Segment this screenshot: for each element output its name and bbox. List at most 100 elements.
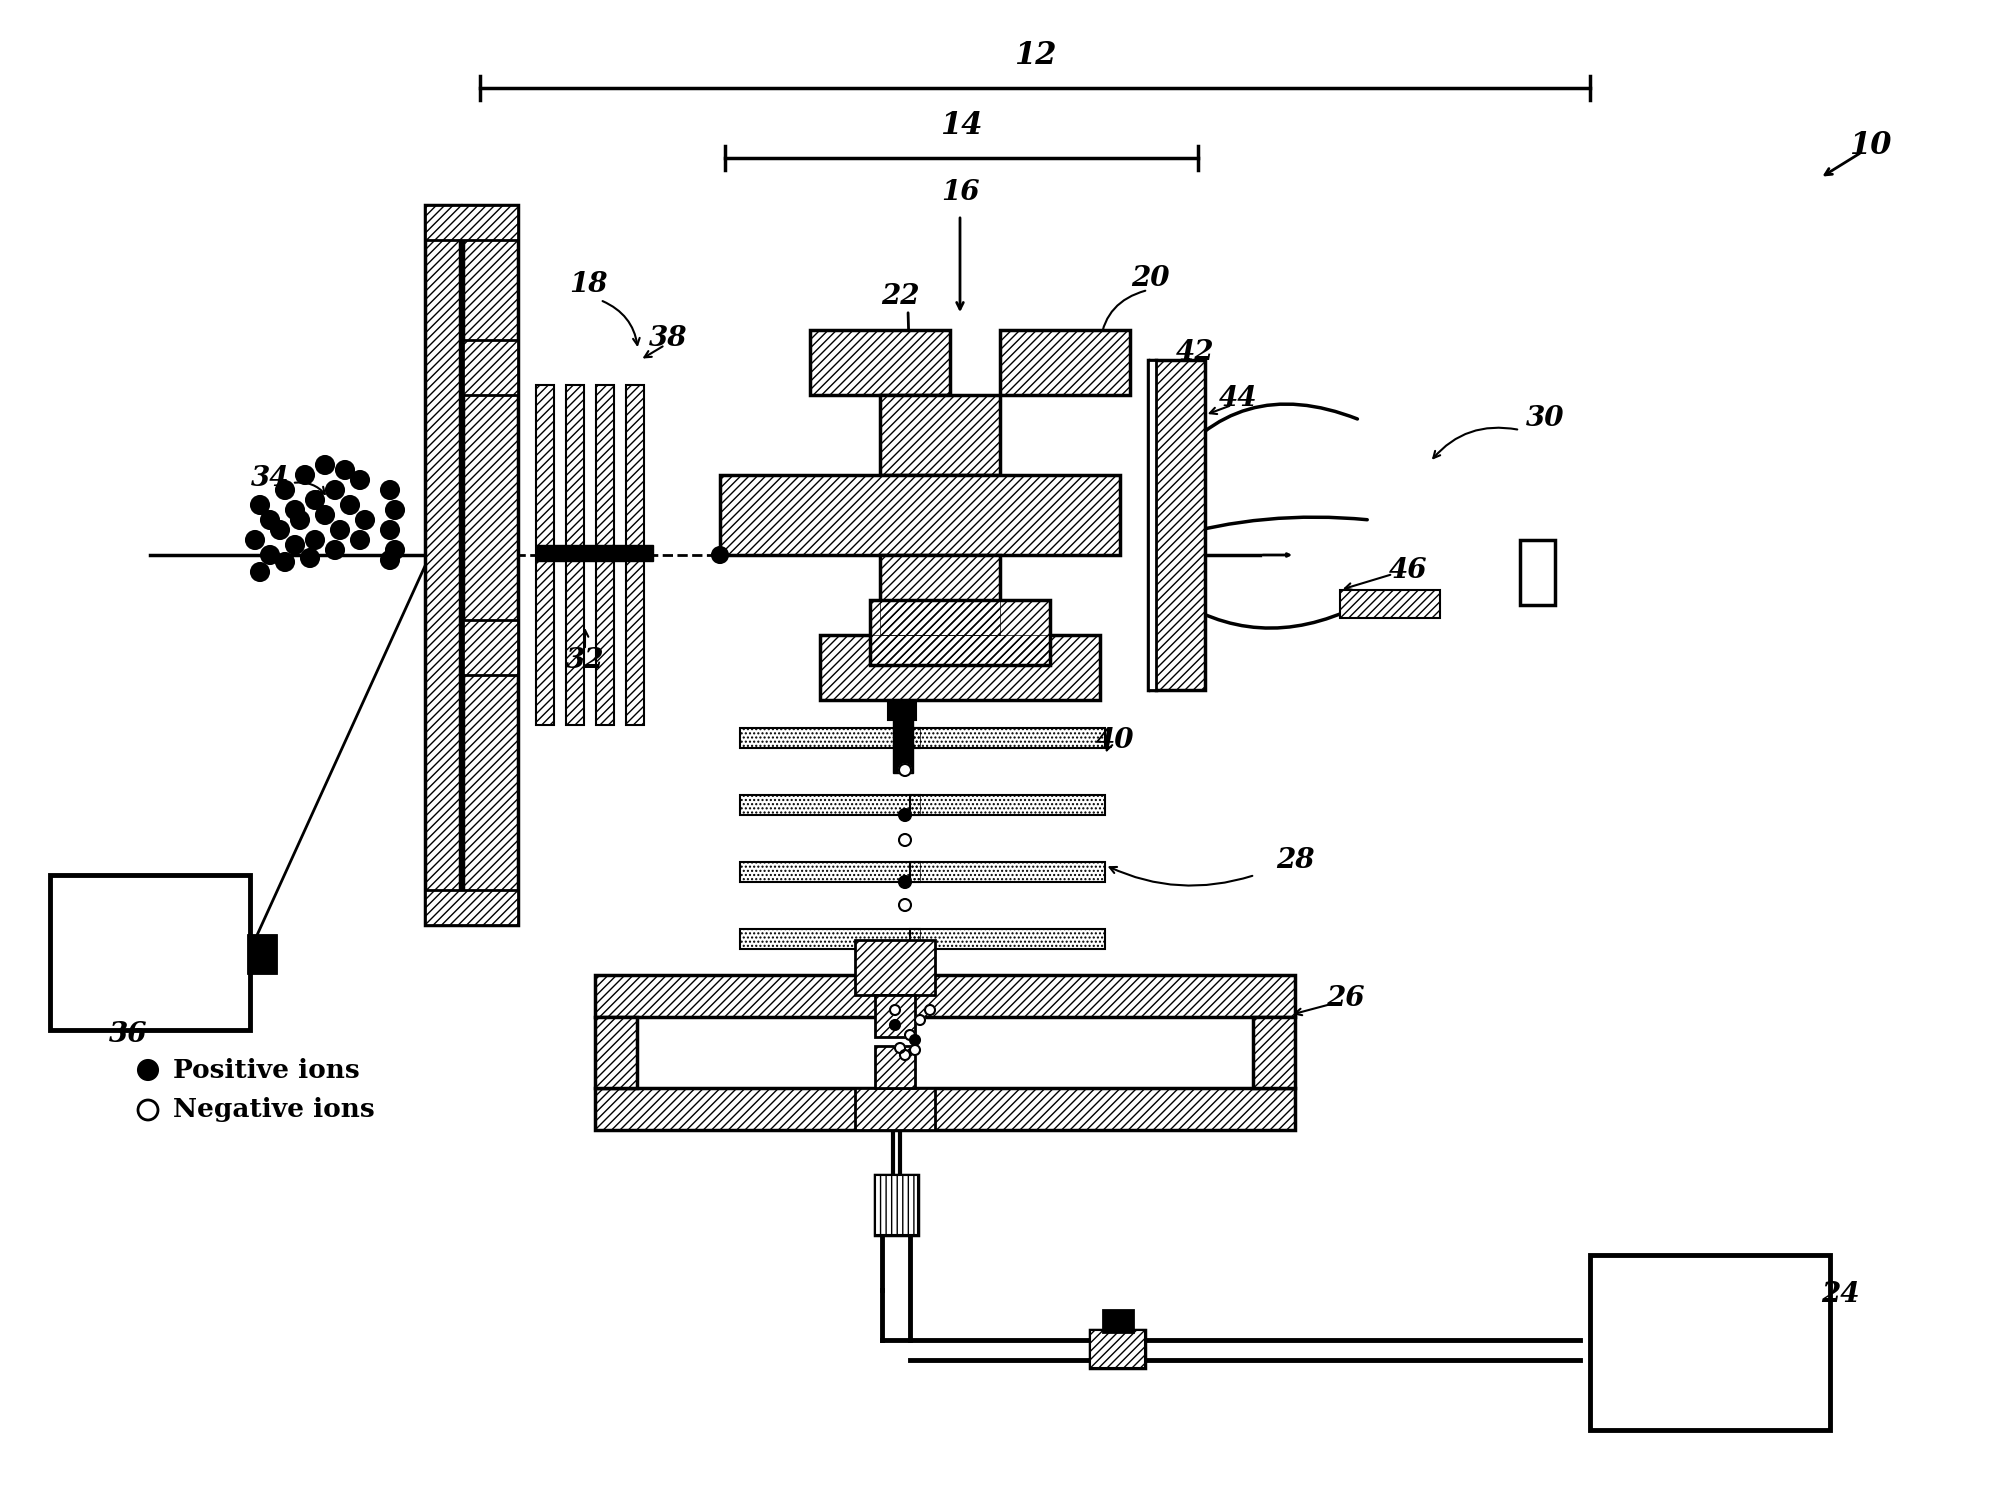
Text: 28: 28 bbox=[1275, 846, 1315, 873]
Circle shape bbox=[356, 511, 374, 529]
Circle shape bbox=[911, 1045, 921, 1055]
Bar bbox=[1520, 540, 1555, 605]
Bar bbox=[720, 475, 1120, 555]
Text: 18: 18 bbox=[569, 272, 607, 299]
Text: 42: 42 bbox=[1175, 338, 1213, 365]
Bar bbox=[249, 934, 276, 973]
Bar bbox=[1253, 1017, 1295, 1088]
Circle shape bbox=[306, 531, 324, 549]
Circle shape bbox=[276, 481, 294, 499]
Circle shape bbox=[330, 520, 348, 540]
Bar bbox=[740, 928, 921, 949]
Bar bbox=[875, 1175, 919, 1235]
Circle shape bbox=[336, 460, 354, 478]
Bar bbox=[740, 863, 921, 882]
Text: 26: 26 bbox=[1327, 985, 1364, 1012]
Circle shape bbox=[382, 481, 400, 499]
Bar bbox=[879, 395, 1000, 475]
Bar bbox=[1000, 330, 1130, 395]
Circle shape bbox=[915, 1015, 925, 1026]
Circle shape bbox=[137, 1100, 157, 1120]
Text: 16: 16 bbox=[941, 179, 979, 206]
Circle shape bbox=[300, 549, 318, 567]
Bar bbox=[535, 386, 555, 725]
Bar bbox=[597, 386, 615, 725]
Circle shape bbox=[899, 764, 911, 776]
Circle shape bbox=[340, 496, 358, 514]
Bar bbox=[855, 940, 935, 996]
Bar bbox=[1150, 360, 1205, 691]
Circle shape bbox=[899, 898, 911, 910]
Text: 30: 30 bbox=[1526, 405, 1563, 432]
Bar bbox=[597, 386, 615, 725]
Bar bbox=[463, 339, 517, 395]
Bar bbox=[1341, 591, 1440, 617]
Bar bbox=[879, 555, 1000, 635]
Circle shape bbox=[899, 876, 911, 888]
Bar bbox=[740, 728, 921, 748]
Bar bbox=[875, 1175, 919, 1235]
Bar bbox=[740, 863, 921, 882]
Circle shape bbox=[905, 1030, 915, 1041]
Circle shape bbox=[712, 547, 728, 564]
Circle shape bbox=[326, 541, 344, 559]
Bar bbox=[911, 728, 1106, 748]
Circle shape bbox=[899, 809, 911, 821]
Bar bbox=[875, 1175, 919, 1235]
Bar bbox=[426, 890, 517, 925]
Circle shape bbox=[382, 520, 400, 540]
Text: 40: 40 bbox=[1096, 727, 1134, 753]
Circle shape bbox=[911, 1035, 921, 1045]
Circle shape bbox=[895, 1044, 905, 1052]
Circle shape bbox=[290, 511, 308, 529]
Bar bbox=[875, 1046, 915, 1088]
Bar bbox=[810, 330, 951, 395]
Circle shape bbox=[350, 531, 370, 549]
Circle shape bbox=[316, 456, 334, 474]
Circle shape bbox=[286, 501, 304, 519]
Bar bbox=[627, 386, 644, 725]
Bar bbox=[50, 875, 251, 1030]
Text: 24: 24 bbox=[1820, 1281, 1860, 1308]
Circle shape bbox=[316, 505, 334, 525]
Text: 46: 46 bbox=[1388, 556, 1428, 583]
Bar bbox=[893, 718, 913, 773]
Circle shape bbox=[925, 1005, 935, 1015]
Bar bbox=[855, 1088, 935, 1130]
Bar bbox=[249, 934, 276, 973]
Bar bbox=[426, 890, 517, 925]
Circle shape bbox=[251, 496, 269, 514]
Bar bbox=[911, 928, 1106, 949]
Bar bbox=[595, 975, 1295, 1017]
Bar bbox=[463, 620, 517, 676]
Bar bbox=[463, 339, 517, 395]
Bar bbox=[720, 475, 1120, 555]
Bar bbox=[567, 386, 585, 725]
Bar bbox=[627, 386, 644, 725]
Bar bbox=[535, 546, 652, 561]
Circle shape bbox=[306, 490, 324, 508]
Circle shape bbox=[889, 1005, 899, 1015]
Bar bbox=[1090, 1331, 1146, 1368]
Bar bbox=[810, 330, 951, 395]
Bar bbox=[463, 205, 517, 925]
Text: Negative ions: Negative ions bbox=[173, 1097, 374, 1123]
Bar bbox=[1589, 1254, 1830, 1431]
Text: Positive ions: Positive ions bbox=[173, 1057, 360, 1082]
Bar bbox=[595, 1088, 1295, 1130]
Bar bbox=[567, 386, 585, 725]
Circle shape bbox=[286, 537, 304, 555]
Bar bbox=[869, 599, 1050, 665]
Bar bbox=[819, 635, 1100, 700]
Bar bbox=[426, 205, 517, 241]
Circle shape bbox=[251, 564, 269, 582]
Circle shape bbox=[271, 520, 288, 540]
Circle shape bbox=[386, 501, 404, 519]
Bar bbox=[463, 620, 517, 676]
Bar bbox=[1000, 330, 1130, 395]
Bar bbox=[426, 205, 517, 241]
Text: 22: 22 bbox=[881, 283, 919, 309]
Bar bbox=[426, 205, 459, 925]
Bar bbox=[1341, 591, 1440, 617]
Circle shape bbox=[326, 481, 344, 499]
